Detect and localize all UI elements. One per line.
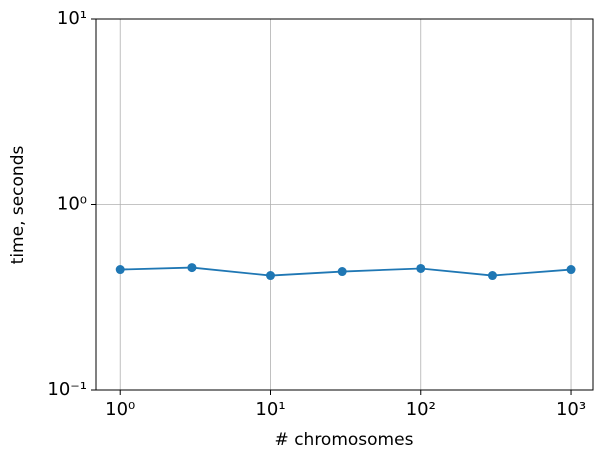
data-point [115,265,125,275]
x-axis-label: # chromosomes [275,430,414,450]
y-tick-label: 10⁻¹ [47,379,87,400]
x-tick-label: 10² [406,399,436,420]
y-tick-label: 10⁰ [57,194,87,215]
data-point [487,271,497,281]
data-point [187,263,197,273]
data-point [416,263,426,273]
data-point [337,267,347,277]
y-tick-label: 10¹ [57,8,87,29]
data-point [566,265,576,275]
axes-frame [95,18,594,391]
x-tick-label: 10³ [556,399,586,420]
x-tick-label: 10⁰ [105,399,135,420]
data-point [265,271,275,281]
y-axis-label: time, seconds [8,146,28,265]
x-tick-label: 10¹ [255,399,285,420]
